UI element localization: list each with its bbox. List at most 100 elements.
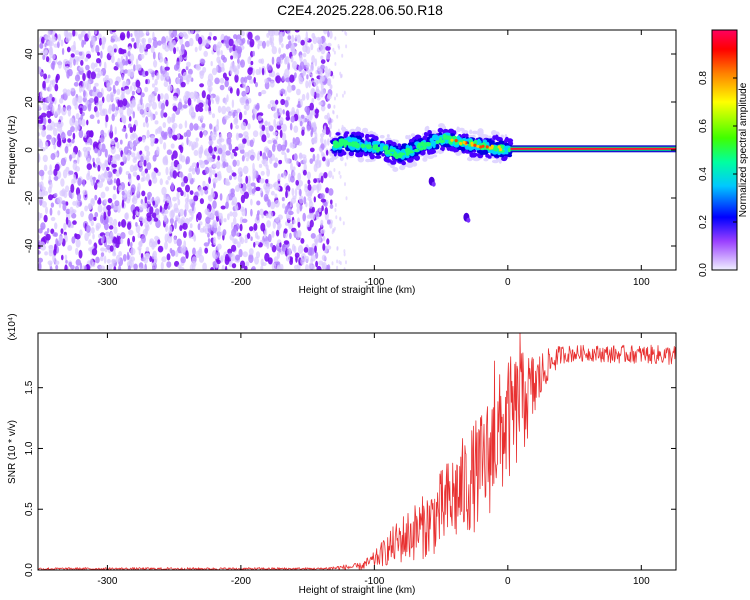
noise-blob: [96, 58, 101, 64]
noise-blob: [232, 159, 237, 167]
noise-blob: [43, 117, 47, 126]
signal-peak: [450, 138, 454, 142]
noise-blob: [143, 159, 147, 167]
noise-blob: [160, 131, 165, 138]
noise-blob: [297, 65, 303, 72]
noise-blob: [104, 148, 108, 158]
noise-blob: [70, 87, 75, 92]
noise-blob: [330, 199, 333, 205]
noise-blob: [271, 262, 277, 270]
noise-blob: [308, 69, 312, 76]
noise-blob: [71, 152, 76, 159]
noise-blob: [319, 91, 324, 98]
noise-blob: [261, 124, 266, 132]
noise-blob: [325, 187, 330, 194]
noise-blob: [80, 59, 84, 66]
noise-blob: [234, 74, 239, 83]
noise-blob: [97, 51, 100, 56]
noise-blob: [241, 155, 245, 162]
noise-blob: [60, 228, 64, 235]
noise-blob: [208, 87, 212, 97]
noise-blob: [160, 261, 164, 270]
noise-blob: [285, 110, 290, 117]
noise-blob: [140, 92, 145, 98]
signal-peak: [470, 141, 474, 145]
noise-blob: [214, 209, 220, 217]
noise-blob: [327, 264, 331, 270]
noise-blob: [345, 44, 348, 49]
noise-blob: [226, 136, 232, 145]
noise-blob: [203, 50, 208, 58]
noise-blob: [57, 210, 61, 216]
noise-blob: [247, 123, 251, 130]
noise-blob: [108, 216, 113, 224]
noise-blob: [118, 185, 123, 192]
noise-blob: [159, 136, 163, 145]
signal-blob: [389, 152, 393, 157]
noise-blob: [198, 45, 202, 51]
noise-blob: [177, 217, 182, 224]
noise-blob: [211, 207, 216, 216]
noise-blob: [277, 173, 281, 182]
noise-blob: [211, 187, 214, 195]
signal-blob: [415, 152, 419, 156]
noise-blob: [144, 196, 148, 204]
noise-blob: [219, 193, 223, 201]
noise-blob: [262, 152, 267, 161]
noise-blob: [310, 73, 313, 78]
noise-blob: [164, 241, 168, 250]
noise-blob: [122, 98, 128, 107]
noise-blob: [59, 97, 64, 104]
noise-blob: [54, 110, 57, 117]
signal-blob: [392, 153, 398, 157]
noise-blob: [176, 187, 182, 193]
noise-blob: [254, 35, 260, 41]
noise-blob: [173, 64, 179, 71]
noise-blob: [177, 163, 182, 170]
noise-blob: [309, 147, 315, 153]
noise-blob: [82, 179, 86, 187]
noise-blob: [302, 169, 307, 176]
noise-blob: [236, 38, 241, 45]
noise-blob: [272, 143, 276, 152]
noise-blob: [77, 177, 82, 186]
noise-blob: [91, 248, 98, 256]
noise-blob: [293, 125, 299, 133]
noise-blob: [180, 245, 186, 254]
noise-blob: [292, 219, 296, 224]
noise-blob: [85, 83, 89, 90]
noise-blob: [313, 121, 317, 130]
noise-blob: [127, 50, 131, 57]
noise-blob: [165, 35, 169, 42]
noise-blob: [156, 72, 160, 80]
noise-blob: [334, 62, 337, 66]
noise-blob: [90, 198, 95, 207]
noise-blob: [130, 85, 133, 92]
noise-blob: [240, 237, 245, 245]
noise-blob: [147, 68, 153, 74]
noise-blob: [303, 156, 307, 165]
noise-blob: [62, 202, 67, 211]
noise-blob: [214, 95, 220, 102]
noise-blob: [217, 155, 220, 161]
y-tick-label: 0.0: [24, 563, 35, 577]
noise-blob: [177, 264, 182, 269]
noise-blob: [224, 76, 229, 82]
noise-blob: [189, 91, 195, 100]
noise-blob: [327, 42, 332, 47]
noise-blob: [99, 265, 105, 270]
noise-blob: [220, 54, 226, 61]
noise-blob: [157, 40, 162, 46]
noise-blob: [135, 224, 141, 234]
signal-blob: [437, 127, 444, 133]
noise-blob: [246, 232, 251, 239]
noise-blob: [292, 166, 296, 171]
noise-blob: [89, 258, 94, 268]
noise-blob: [75, 125, 80, 131]
noise-blob: [191, 162, 197, 167]
noise-blob: [86, 130, 92, 138]
noise-blob: [239, 97, 245, 104]
noise-blob: [216, 50, 221, 56]
noise-blob: [342, 221, 345, 226]
noise-blob: [127, 173, 132, 180]
